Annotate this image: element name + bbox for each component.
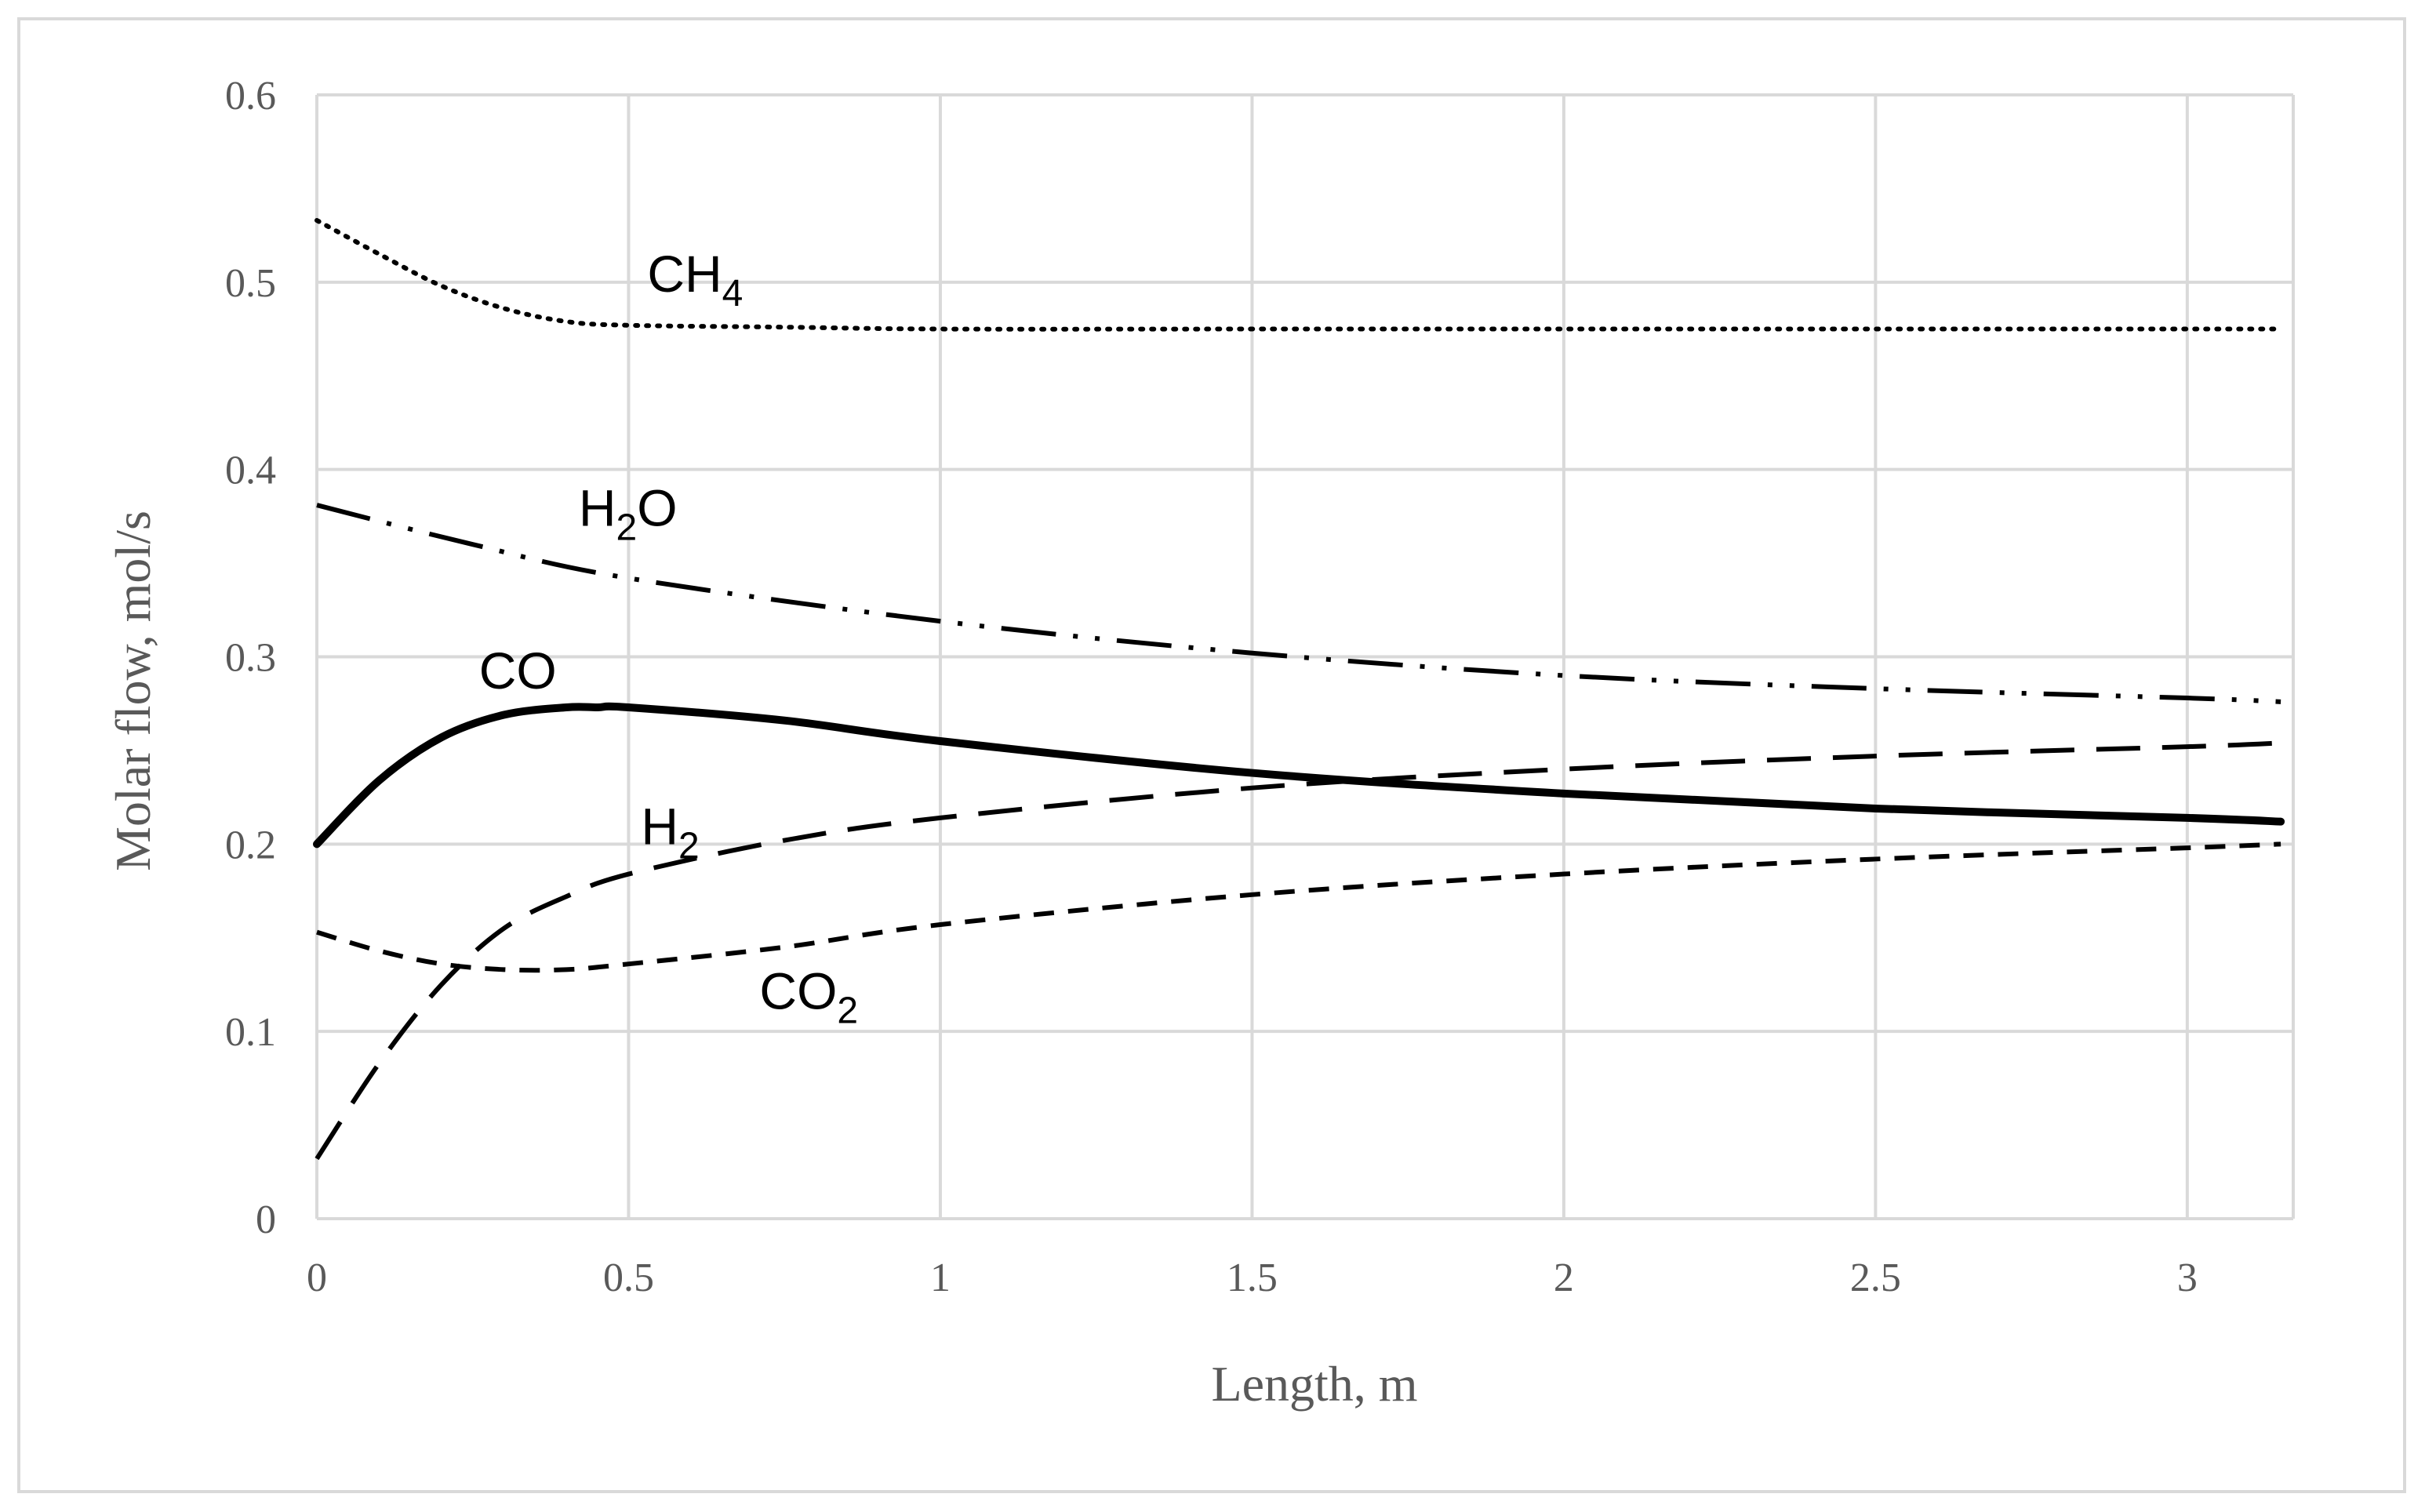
grid-layer: [315, 93, 2295, 1220]
series-line-h2o: [316, 503, 2281, 704]
x-tick-label: 2: [1554, 1256, 1574, 1300]
y-tick-label: 0.2: [225, 823, 276, 867]
x-tick-label: 1.5: [1227, 1256, 1278, 1300]
series-label-h2: H2: [641, 797, 699, 867]
y-tick-label: 0.5: [225, 261, 276, 306]
y-tick-label: 0: [256, 1198, 276, 1242]
y-tick-label: 0.6: [225, 74, 276, 118]
x-tick-label: 1: [930, 1256, 951, 1300]
series-label-ch4: CH4: [647, 245, 743, 314]
x-tick-label: 3: [2177, 1256, 2198, 1300]
series-line-co: [313, 702, 2285, 849]
x-tick-label: 0: [307, 1256, 327, 1300]
series-label-co2: CO2: [759, 962, 858, 1032]
y-tick-label: 0.4: [225, 449, 276, 493]
series-line-ch4: [314, 218, 2284, 332]
series-layer: [313, 218, 2285, 1161]
chart-svg: 00.10.20.30.40.50.60 0.5 1 1.5 2 2.5 3 CH4H2OC…: [105, 74, 2295, 1412]
x-tick-label: 0.5: [603, 1256, 654, 1300]
tick-label-layer: 0 0.1 0.2 0.3 0.4 0.5 0.6 0 0.5 1 1.5 2 2.5 3: [225, 74, 2198, 1300]
series-label-layer: CH4 H2O CO H2 CO2: [479, 245, 858, 1032]
y-axis-title: Molar flow, mol/s: [105, 511, 161, 871]
x-axis-title: Length, m: [1211, 1356, 1417, 1412]
series-label-co: CO: [479, 642, 557, 700]
chart-frame: 0 0.1 0.2 0.3 0.4 0.5 0.6 0 0.5 1 1.5 2 2.5 3 CH4 H2O C…: [17, 17, 2406, 1493]
y-tick-label: 0.3: [225, 636, 276, 681]
series-label-h2o: H2O: [579, 478, 678, 548]
y-tick-label: 0.1: [225, 1010, 276, 1055]
series-line-h2: [314, 740, 2281, 1161]
series-line-co2: [316, 841, 2281, 973]
x-tick-label: 2.5: [1850, 1256, 1901, 1300]
